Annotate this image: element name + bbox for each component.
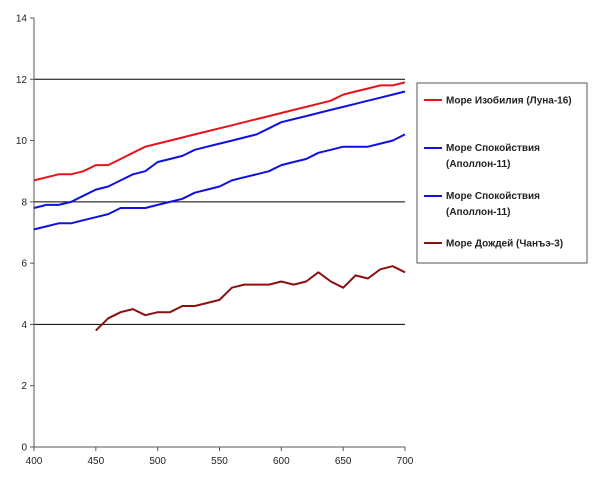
axes bbox=[33, 18, 405, 448]
legend-label: Море Спокойствия (Аполлон-11) bbox=[446, 191, 540, 218]
legend-label: Море Спокойствия (Аполлон-11) bbox=[446, 143, 540, 170]
x-tick-label: 550 bbox=[211, 456, 228, 467]
x-tick-label: 700 bbox=[397, 456, 414, 467]
x-tick-label: 500 bbox=[149, 456, 166, 467]
series-line-1 bbox=[33, 81, 406, 182]
series-line-2 bbox=[33, 90, 406, 209]
x-ticks: 400 450 500 550 600 650 700 bbox=[26, 447, 414, 467]
y-tick-label: 4 bbox=[21, 320, 27, 331]
x-tick-label: 600 bbox=[273, 456, 290, 467]
y-tick-label: 2 bbox=[21, 381, 27, 392]
y-ticks: 0 2 4 6 8 10 12 14 bbox=[16, 14, 34, 454]
y-tick-label: 0 bbox=[21, 443, 27, 454]
series-lines bbox=[33, 81, 406, 332]
x-tick-label: 450 bbox=[87, 456, 104, 467]
series-line-3 bbox=[33, 133, 406, 231]
legend: Море Изобилия (Луна-16) Море Спокойствия(… bbox=[416, 82, 588, 264]
legend-box bbox=[416, 82, 588, 264]
series-line-4 bbox=[95, 265, 406, 332]
gridlines bbox=[34, 78, 405, 325]
y-tick-label: 8 bbox=[21, 197, 27, 208]
legend-items: Море Изобилия (Луна-16) Море Спокойствия(… bbox=[424, 95, 572, 250]
y-tick-label: 12 bbox=[16, 75, 28, 86]
x-tick-label: 650 bbox=[335, 456, 352, 467]
y-tick-label: 14 bbox=[16, 14, 28, 25]
x-tick-label: 400 bbox=[26, 456, 43, 467]
legend-label: Море Дождей (Чанъэ-3) bbox=[446, 239, 563, 250]
y-tick-label: 10 bbox=[16, 136, 28, 147]
y-tick-label: 6 bbox=[21, 259, 27, 270]
legend-label: Море Изобилия (Луна-16) bbox=[446, 95, 572, 107]
